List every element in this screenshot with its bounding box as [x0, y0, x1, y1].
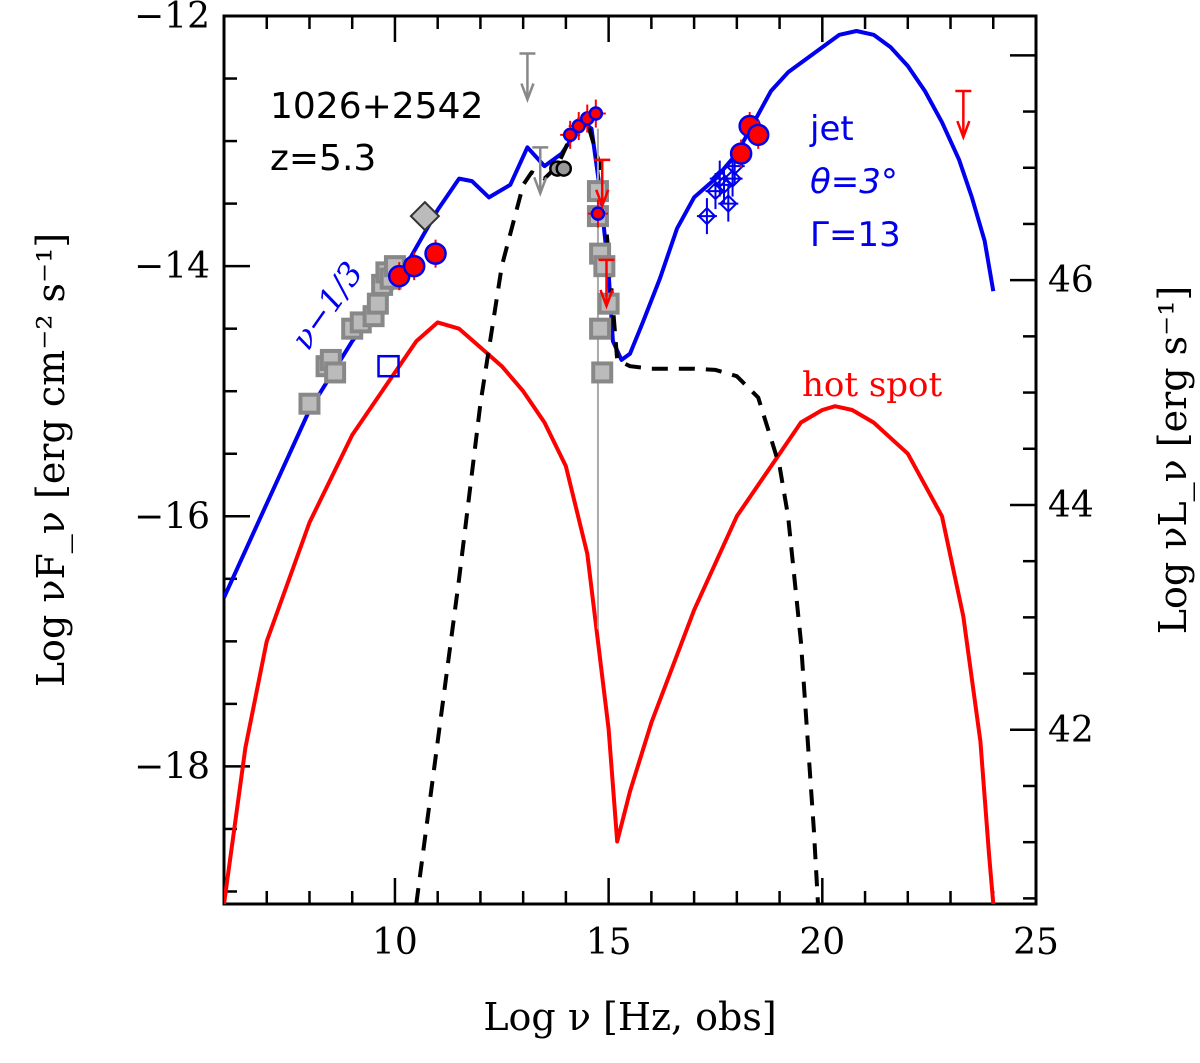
y-axis-title-left: Log νF_ν [erg cm⁻² s⁻¹] [29, 233, 74, 687]
y-axis-title-right: Log νL_ν [erg s⁻¹] [1151, 286, 1196, 635]
theta-label: θ=3° [810, 162, 898, 202]
jet-detection-point [402, 254, 426, 278]
xray-point [718, 194, 738, 214]
tick-labels: 10 15 20 25 −12 −14 −16 −18 42 44 46 [134, 0, 1094, 963]
gamma-label: Γ=13 [810, 215, 901, 255]
archival-point [324, 361, 347, 384]
series-line-hot-spot [224, 320, 996, 904]
y-tick-label-right: 46 [1048, 260, 1094, 301]
blue-open-square [377, 354, 400, 378]
y-tick-label-left: −14 [134, 246, 210, 287]
y-tick-label-right: 42 [1048, 710, 1094, 751]
gray-upper-limit-head [533, 176, 548, 197]
jet-detection-point [729, 142, 753, 165]
archival-diamond [409, 200, 441, 232]
slope-label: ν−1/3 [283, 255, 370, 357]
jet-detection-point [590, 206, 606, 221]
jet-detection-point [746, 123, 770, 147]
x-tick-label: 20 [799, 922, 845, 963]
xray-point [723, 169, 742, 189]
jet-detection-point [588, 106, 604, 121]
y-tick-label-left: −18 [134, 746, 210, 787]
model-curves [224, 29, 996, 904]
redshift-label: z=5.3 [270, 138, 376, 179]
y-tick-label-right: 44 [1048, 485, 1094, 526]
red-upper-limit-head [599, 289, 614, 310]
x-tick-label: 15 [586, 922, 632, 963]
data-markers [298, 52, 972, 629]
y-tick-label-left: −16 [134, 496, 210, 537]
xray-point [697, 206, 717, 226]
hot-spot-label: hot spot [802, 365, 943, 405]
red-upper-limit-head [595, 189, 610, 210]
archival-point [366, 292, 389, 315]
series-line-accretion-disk-torus [414, 120, 820, 904]
black-circle [555, 160, 573, 177]
x-axis-title: Log ν [Hz, obs] [483, 995, 776, 1039]
jet-detection-point [424, 242, 447, 265]
jet-detection-point [562, 127, 578, 143]
x-tick-label: 25 [1013, 922, 1059, 963]
gray-upper-limit-head [520, 83, 535, 104]
jet-label: jet [809, 109, 854, 149]
y-tick-label-left: −12 [134, 0, 210, 37]
red-upper-limit-head [956, 120, 971, 141]
xray-point [710, 169, 730, 189]
archival-point [589, 317, 612, 340]
archival-point [591, 361, 614, 384]
archival-point [298, 392, 321, 415]
source-label: 1026+2542 [270, 86, 483, 127]
plot-frame [222, 14, 1038, 906]
archival-point [593, 255, 616, 278]
series-line-jet [224, 29, 996, 599]
x-tick-label: 10 [372, 922, 418, 963]
